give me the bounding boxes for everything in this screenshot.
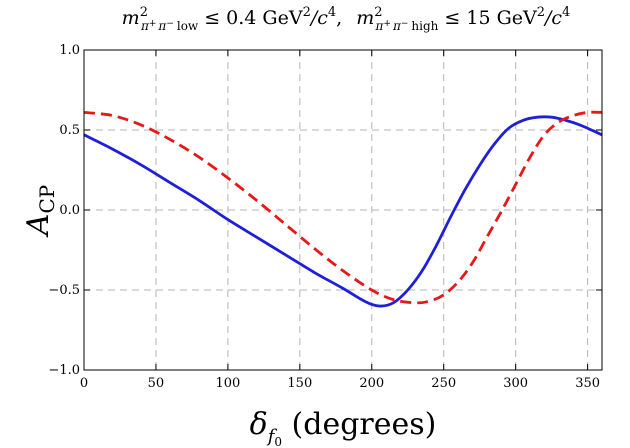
title-sub-high: high: [411, 19, 438, 33]
title-sub-plus: +: [149, 19, 157, 29]
title-c-sup-2: 4: [562, 5, 570, 20]
y-tick-label: 0.0: [59, 203, 80, 218]
title-slash-c-2: /c: [543, 7, 562, 29]
title-sub-minus: −: [166, 19, 174, 29]
x-label-degrees: (degrees): [282, 407, 436, 442]
title-sub-pi-minus-2: π: [392, 19, 402, 33]
x-tick-label: 200: [359, 376, 384, 391]
x-tick-label: 100: [215, 376, 240, 391]
title-m-sup: 2: [140, 5, 148, 20]
y-label-cp: CP: [35, 185, 59, 214]
y-tick-label: −1.0: [48, 363, 80, 378]
title-sub-pi-plus-2: π: [375, 19, 385, 33]
y-tick-label: −0.5: [48, 283, 80, 298]
title-sub-minus-2: −: [401, 19, 409, 29]
x-tick-label: 150: [287, 376, 312, 391]
tick-labels: 0 50 100 150 200 250 300 350 −1.0 −0.5 0.0 0.5 1.0: [48, 43, 600, 391]
title-m-sup-2: 2: [374, 5, 382, 20]
y-axis-label: ACP: [21, 185, 59, 238]
y-label-a: A: [21, 214, 56, 239]
x-tick-label: 50: [148, 376, 165, 391]
title-cond-high: ≤ 15 GeV: [444, 7, 537, 29]
title-sub-low: low: [177, 19, 199, 33]
title-sub-pi-plus: π: [140, 19, 150, 33]
title-gev-sup-2: 2: [537, 5, 545, 20]
title-gev-sup: 2: [303, 5, 311, 20]
x-tick-label: 350: [575, 376, 600, 391]
y-tick-label: 1.0: [59, 43, 80, 58]
title-m: m: [122, 7, 140, 29]
x-tick-label: 250: [431, 376, 456, 391]
x-label-delta: δ: [250, 407, 268, 442]
title-sub-pi-minus: π: [157, 19, 167, 33]
series-layer: [83, 110, 603, 308]
x-tick-label: 300: [503, 376, 528, 391]
tick-marks: [83, 49, 602, 371]
title-sub-plus-2: +: [383, 19, 391, 29]
series-line-dashed: [83, 110, 603, 305]
title-slash-c: /c: [309, 7, 328, 29]
grid-lines: [84, 50, 602, 370]
title-m-2: m: [356, 7, 374, 29]
series-line-solid: [83, 115, 603, 308]
x-tick-label: 0: [80, 376, 88, 391]
title-cond-low: ≤ 0.4 GeV: [204, 7, 303, 29]
title-separator: ,: [336, 7, 342, 29]
title-c-sup: 4: [328, 5, 336, 20]
x-axis-label: δf0 (degrees): [250, 407, 437, 448]
x-label-sub-zero: 0: [274, 435, 282, 448]
y-tick-label: 0.5: [59, 123, 80, 138]
chart-title: m2 π+ π− low ≤ 0.4 GeV2/c4, m2 π+ π− high ≤ 15 Ge…: [122, 5, 571, 33]
